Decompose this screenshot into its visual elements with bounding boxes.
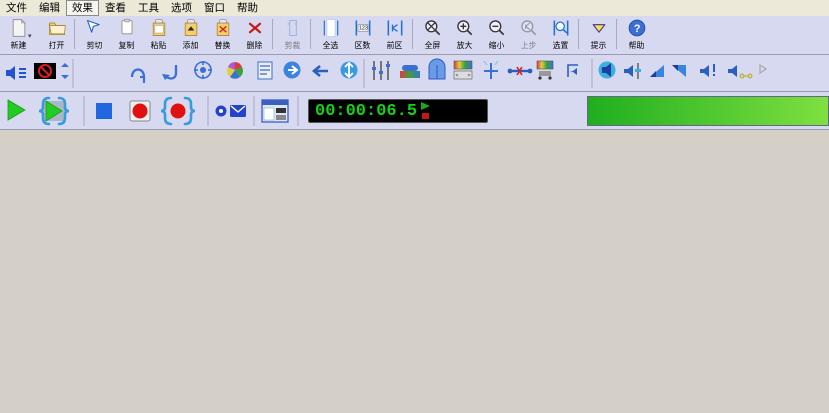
svg-text:x: x [287,22,290,28]
svg-text:123: 123 [359,26,368,32]
svg-text:?: ? [634,23,641,35]
svg-text:x: x [295,22,298,28]
